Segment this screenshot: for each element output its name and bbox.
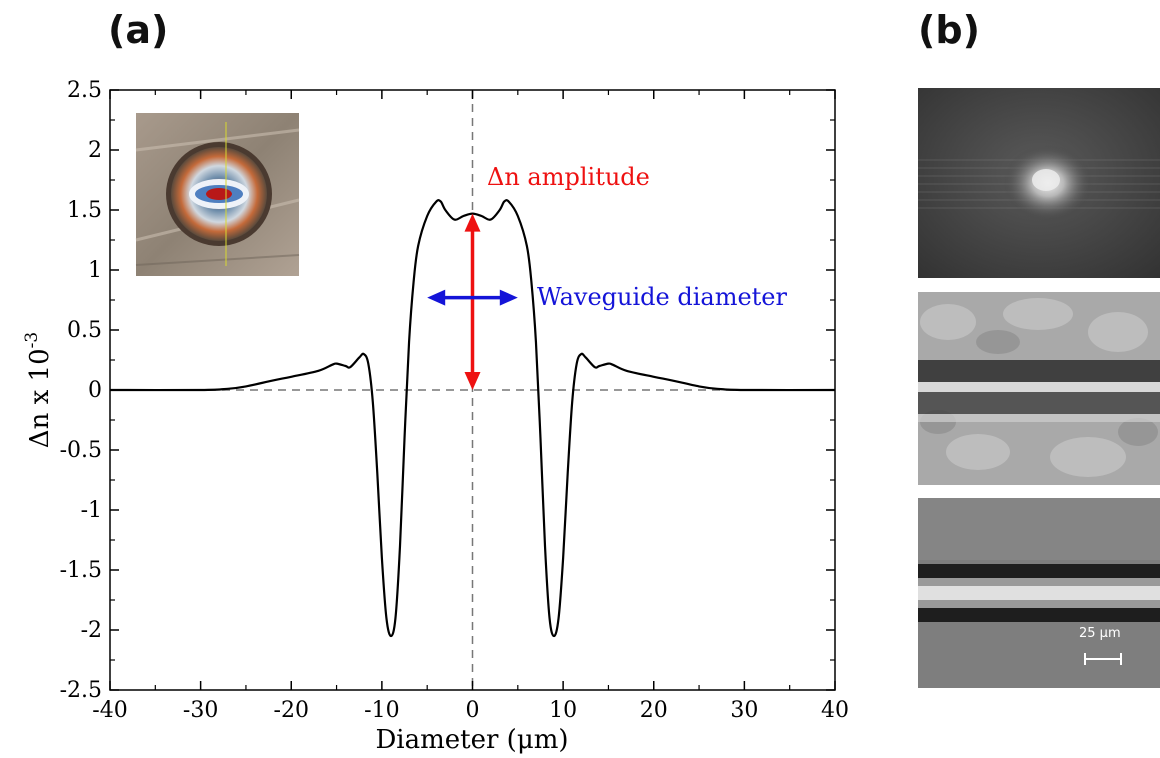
y-tick-label: -2.5 bbox=[60, 678, 102, 703]
x-tick-label: -20 bbox=[274, 698, 309, 723]
annotation-arrows bbox=[427, 213, 518, 390]
amplitude-arrowhead-bottom bbox=[464, 372, 481, 390]
diameter-arrowhead-right bbox=[499, 289, 518, 306]
x-tick-label: 40 bbox=[821, 698, 849, 723]
y-axis-label-main: Δn x 10 bbox=[25, 348, 55, 448]
y-tick-label: -0.5 bbox=[60, 438, 102, 463]
scale-bar bbox=[1084, 653, 1122, 665]
waveguide-cross-section-inset bbox=[135, 113, 300, 276]
y-tick-label: -1.5 bbox=[60, 558, 102, 583]
diameter-arrowhead-left bbox=[427, 289, 446, 306]
x-tick-labels: -40 -30 -20 -10 0 10 20 30 40 bbox=[92, 698, 849, 723]
waveguide-diameter-annotation: Waveguide diameter bbox=[537, 283, 788, 311]
y-tick-label: 1.5 bbox=[67, 198, 102, 223]
panel-b-label: (b) bbox=[918, 8, 980, 52]
mode-intensity-image bbox=[918, 88, 1160, 278]
scale-bar-label: 25 µm bbox=[1079, 626, 1121, 641]
y-tick-label: -1 bbox=[81, 498, 102, 523]
phase-image bbox=[918, 292, 1160, 485]
y-axis-label: Δn x 10-3 bbox=[22, 332, 55, 448]
waveguide-top-view-image bbox=[918, 498, 1160, 688]
panel-a-label: (a) bbox=[108, 8, 169, 52]
y-tick-labels: -2.5 -2 -1.5 -1 -0.5 0 0.5 1 1.5 2 2.5 bbox=[60, 78, 102, 703]
x-tick-label: -40 bbox=[92, 698, 127, 723]
y-tick-label: 1 bbox=[88, 258, 102, 283]
amplitude-arrowhead-top bbox=[464, 213, 481, 232]
y-tick-label: 0.5 bbox=[67, 318, 102, 343]
y-tick-label: 2.5 bbox=[67, 78, 102, 103]
y-axis-label-exponent: -3 bbox=[22, 332, 42, 349]
delta-n-amplitude-annotation: Δn amplitude bbox=[487, 163, 650, 191]
x-tick-label: -30 bbox=[183, 698, 218, 723]
x-tick-label: 30 bbox=[730, 698, 758, 723]
y-tick-label: -2 bbox=[81, 618, 102, 643]
x-axis-label: Diameter (μm) bbox=[375, 725, 568, 755]
x-tick-label: -10 bbox=[364, 698, 399, 723]
axis-ticks bbox=[109, 89, 836, 691]
y-tick-label: 2 bbox=[88, 138, 102, 163]
x-tick-label: 20 bbox=[640, 698, 668, 723]
x-tick-label: 0 bbox=[466, 698, 480, 723]
y-tick-label: 0 bbox=[88, 378, 102, 403]
x-tick-label: 10 bbox=[549, 698, 577, 723]
refractive-index-profile-chart: -40 -30 -20 -10 0 10 20 30 40 -2.5 -2 -1.5 -1 -0.5 0 0… bbox=[22, 78, 849, 755]
